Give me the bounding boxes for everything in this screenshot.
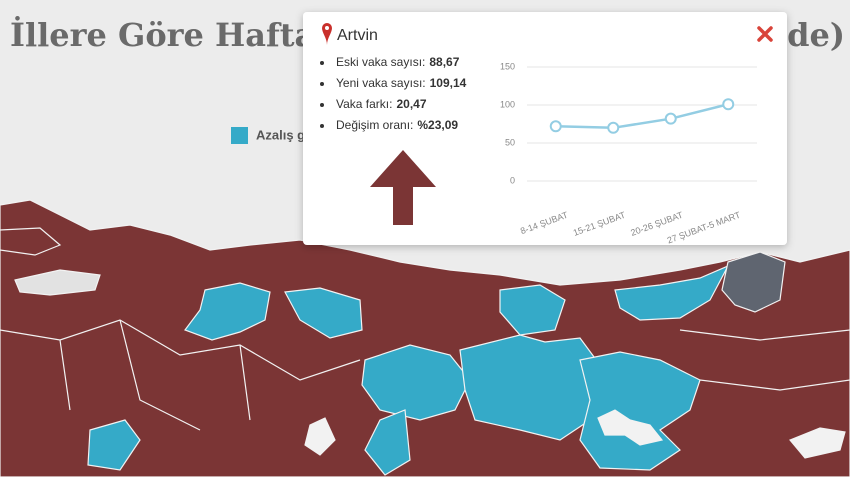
point: [722, 98, 735, 111]
title-left: İllere Göre Hafta: [10, 16, 315, 54]
item-value: 109,14: [430, 76, 467, 90]
line: [555, 103, 729, 130]
sea: [14, 269, 101, 296]
title-right: de): [787, 16, 845, 54]
popup: Artvin: [303, 12, 787, 245]
pin-icon: [322, 23, 332, 45]
lake: [789, 427, 846, 459]
province: [0, 227, 62, 256]
province-decrease: [364, 409, 411, 476]
item-label: Vaka farkı:: [336, 97, 392, 111]
item-value: 88,67: [429, 55, 459, 69]
item-label: Eski vaka sayısı:: [336, 55, 425, 69]
map: [0, 199, 850, 477]
item-label: Değişim oranı:: [336, 118, 413, 132]
bullet: [320, 61, 324, 65]
y-tick-label: 150: [500, 61, 515, 71]
popup-item: Vaka farkı: 20,47: [336, 97, 427, 111]
lake: [597, 409, 664, 446]
lake: [304, 417, 336, 456]
bullet: [320, 82, 324, 86]
item-value: %23,09: [417, 118, 458, 132]
point: [607, 121, 620, 134]
province-artvin: [721, 251, 786, 313]
point: [549, 120, 562, 133]
y-tick-label: 0: [510, 175, 515, 185]
popup-item: Eski vaka sayısı: 88,67: [336, 55, 460, 69]
y-tick-label: 100: [500, 99, 515, 109]
item-value: 20,47: [396, 97, 426, 111]
arrow-up-icon: [370, 150, 436, 225]
close-button[interactable]: [757, 26, 773, 42]
borders: [0, 319, 850, 431]
popup-title: Artvin: [337, 27, 378, 44]
popup-item: Değişim oranı: %23,09: [336, 118, 458, 132]
province-decrease: [614, 264, 730, 321]
point: [664, 112, 677, 125]
pin-dot: [325, 26, 329, 30]
province-decrease: [87, 419, 141, 471]
legend-swatch: [231, 127, 248, 144]
bullet: [320, 124, 324, 128]
item-label: Yeni vaka sayısı:: [336, 76, 426, 90]
y-tick-label: 50: [505, 137, 515, 147]
province-decrease: [361, 344, 471, 421]
popup-item: Yeni vaka sayısı: 109,14: [336, 76, 467, 90]
province-decrease: [284, 287, 363, 339]
legend-label: Azalış g: [256, 127, 305, 142]
province-decrease: [499, 284, 566, 336]
province-decrease: [579, 351, 701, 471]
province-decrease: [184, 282, 271, 341]
bullet: [320, 103, 324, 107]
